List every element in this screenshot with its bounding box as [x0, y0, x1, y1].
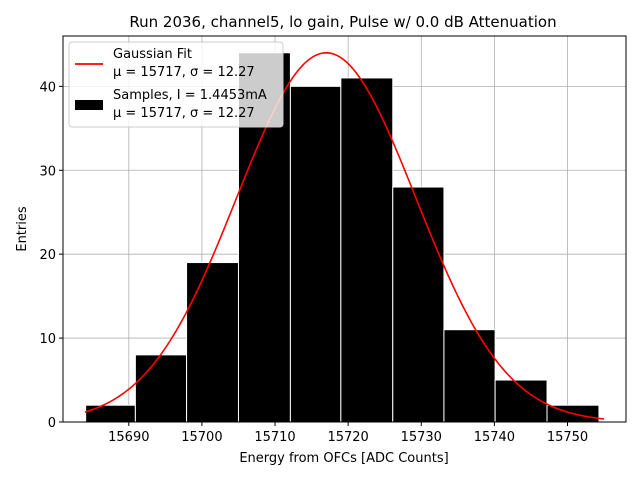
- gaussian-fit-line: [84, 51, 605, 420]
- plot-frame: [62, 35, 627, 423]
- y-tick-label: 0: [48, 416, 56, 431]
- x-tick-label: 15740: [474, 430, 515, 445]
- x-axis-label: Energy from OFCs [ADC Counts]: [239, 451, 448, 466]
- x-tick-label: 15730: [401, 430, 442, 445]
- legend-samples-label-line1: Samples, I = 1.4453mA: [113, 88, 267, 103]
- y-tick-label: 30: [39, 164, 56, 179]
- x-tick-label: 15750: [547, 430, 588, 445]
- y-axis-label: Entries: [15, 206, 30, 252]
- histogram-bar-3: [186, 262, 239, 423]
- legend-fit-label-line2: μ = 15717, σ = 12.27: [113, 65, 255, 80]
- histogram-bar-1: [85, 404, 136, 423]
- legend-samples-swatch: [75, 100, 103, 110]
- legend-fit-label-line1: Gaussian Fit: [113, 47, 192, 62]
- chart-title: Run 2036, channel5, lo gain, Pulse w/ 0.…: [129, 13, 556, 31]
- histogram-bar-8: [443, 329, 496, 423]
- y-tick-label: 10: [39, 332, 56, 347]
- y-tick-label: 20: [39, 248, 56, 263]
- x-tick-label: 15720: [327, 430, 368, 445]
- histogram-bar-5: [289, 85, 342, 423]
- x-tick-label: 15700: [181, 430, 222, 445]
- x-tick-label: 15690: [108, 430, 149, 445]
- legend-box: [68, 41, 284, 128]
- legend-samples-label-line2: μ = 15717, σ = 12.27: [113, 106, 255, 121]
- histogram-bar-7: [392, 186, 445, 423]
- legend: Gaussian Fit μ = 15717, σ = 12.27 Sample…: [68, 41, 284, 128]
- x-tick-label: 15710: [254, 430, 295, 445]
- histogram-bar-6: [340, 77, 394, 423]
- y-axis-ticks: 0 10 20 30 40: [39, 80, 63, 431]
- y-tick-label: 40: [39, 80, 56, 95]
- histogram-bar-2: [134, 354, 188, 423]
- x-axis-ticks: 15690 15700 15710 15720 15730 15740 15750: [108, 422, 588, 445]
